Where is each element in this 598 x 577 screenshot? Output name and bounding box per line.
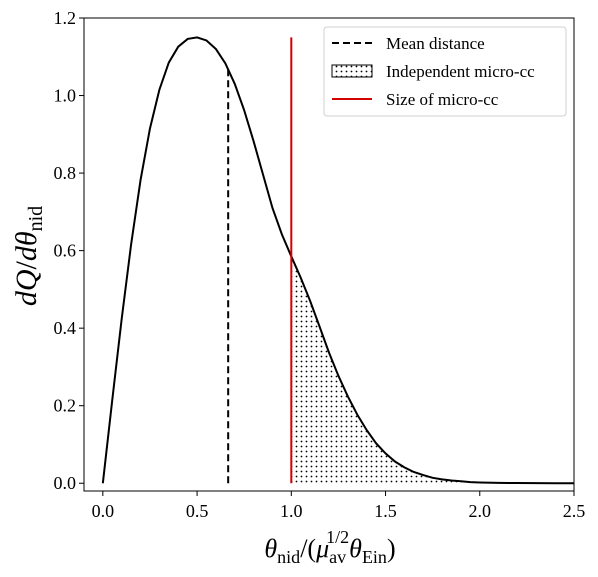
y-tick-label: 0.0 (54, 473, 77, 493)
x-tick-label: 2.5 (563, 501, 586, 521)
y-tick-label: 1.2 (54, 8, 77, 28)
y-tick-label: 1.0 (54, 86, 77, 106)
x-tick-label: 2.0 (469, 501, 492, 521)
legend-box (323, 26, 567, 117)
legend-label: Independent micro-cc (386, 62, 535, 81)
plot-frame (83, 17, 575, 492)
legend-label: Size of micro-cc (386, 90, 499, 109)
legend-label: Mean distance (386, 34, 485, 53)
y-tick-label: 0.2 (54, 396, 77, 416)
x-tick-label: 0.0 (92, 501, 115, 521)
legend: Mean distance Independent micro-cc Size of… (323, 26, 567, 117)
x-tick-label: 0.5 (186, 501, 209, 521)
legend-swatch-dots (331, 64, 373, 78)
x-axis-label: θnid/(μav1/2θEin) (264, 527, 395, 567)
y-tick-label: 0.6 (54, 241, 77, 261)
x-tick-label: 1.0 (280, 501, 303, 521)
density-curve (101, 36, 575, 485)
x-tick-label: 1.5 (374, 501, 397, 521)
y-tick-label: 0.8 (54, 163, 77, 183)
y-axis-label: dQ/dθnid (10, 206, 47, 306)
y-tick-label: 0.4 (54, 318, 77, 338)
shaded-region-independent-micro-cc (291, 256, 574, 484)
